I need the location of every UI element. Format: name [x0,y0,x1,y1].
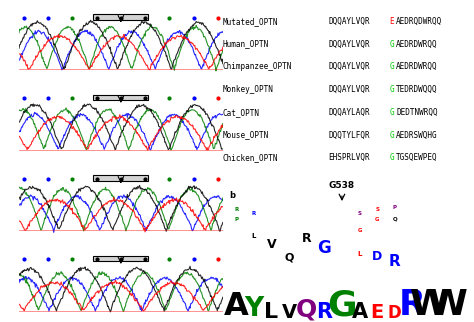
Text: G: G [375,217,379,222]
Text: Human_OPTN: Human_OPTN [223,40,269,49]
Text: Mutated_OPTN: Mutated_OPTN [223,17,278,26]
Text: G: G [327,288,357,322]
Text: W: W [428,288,467,322]
Text: AEDRQDWRQQ: AEDRQDWRQQ [396,17,442,26]
Text: Y: Y [244,296,264,322]
Text: W: W [410,288,450,322]
Text: AEDRDWRQQ: AEDRDWRQQ [396,40,438,49]
Text: G: G [389,131,394,140]
Text: G: G [357,228,362,233]
Text: AEDRSWQHG: AEDRSWQHG [396,131,438,140]
Text: Monkey_OPTN: Monkey_OPTN [223,85,273,94]
Text: E: E [371,303,384,322]
Text: L: L [252,233,256,239]
Text: G538: G538 [329,181,355,190]
Text: Cat_OPTN: Cat_OPTN [223,108,260,117]
Text: G: G [389,108,394,117]
Text: DQQAYLVQR: DQQAYLVQR [328,85,370,94]
Text: R: R [234,207,238,212]
Text: AEDRDWRQQ: AEDRDWRQQ [396,62,438,71]
Text: D: D [388,304,401,322]
Text: Q: Q [284,253,294,263]
Text: TGSQEWPEQ: TGSQEWPEQ [396,153,438,162]
Bar [93,14,148,20]
Text: R: R [252,211,256,216]
Text: A: A [224,291,249,322]
Text: DQQAYLVQR: DQQAYLVQR [328,17,370,26]
Text: EHSPRLVQR: EHSPRLVQR [328,153,370,162]
Text: G: G [389,40,394,49]
Text: R: R [389,254,401,269]
Text: G: G [318,239,331,257]
Text: R: R [302,232,311,245]
Text: Q: Q [392,217,397,222]
Text: DQQAYLVQR: DQQAYLVQR [328,62,370,71]
Text: A: A [352,302,368,322]
Text: Mouse_OPTN: Mouse_OPTN [223,131,269,140]
Bar [93,95,148,100]
Text: V: V [282,303,297,322]
Text: S: S [357,211,362,216]
Text: DQQTYLFQR: DQQTYLFQR [328,131,370,140]
Text: G: G [389,153,394,162]
Bar [93,175,148,181]
Text: Chicken_OPTN: Chicken_OPTN [223,153,278,162]
Text: Q: Q [296,298,318,322]
Text: R: R [399,288,426,322]
Text: P: P [393,205,397,210]
Text: Chimpanzee_OPTN: Chimpanzee_OPTN [223,62,292,71]
Text: E: E [389,17,394,26]
Text: L: L [264,302,279,322]
Text: P: P [234,217,238,222]
Text: D: D [372,250,383,263]
Bar [93,256,148,261]
Text: DQQAYLVQR: DQQAYLVQR [328,40,370,49]
Text: DEDTNWRQQ: DEDTNWRQQ [396,108,438,117]
Text: b: b [229,191,235,200]
Text: TEDRDWQQQ: TEDRDWQQQ [396,85,438,94]
Text: L: L [357,251,362,257]
Text: G: G [389,85,394,94]
Text: S: S [375,207,379,212]
Text: R: R [316,302,332,322]
Text: DQQAYLAQR: DQQAYLAQR [328,108,370,117]
Text: V: V [267,238,276,251]
Text: G: G [389,62,394,71]
